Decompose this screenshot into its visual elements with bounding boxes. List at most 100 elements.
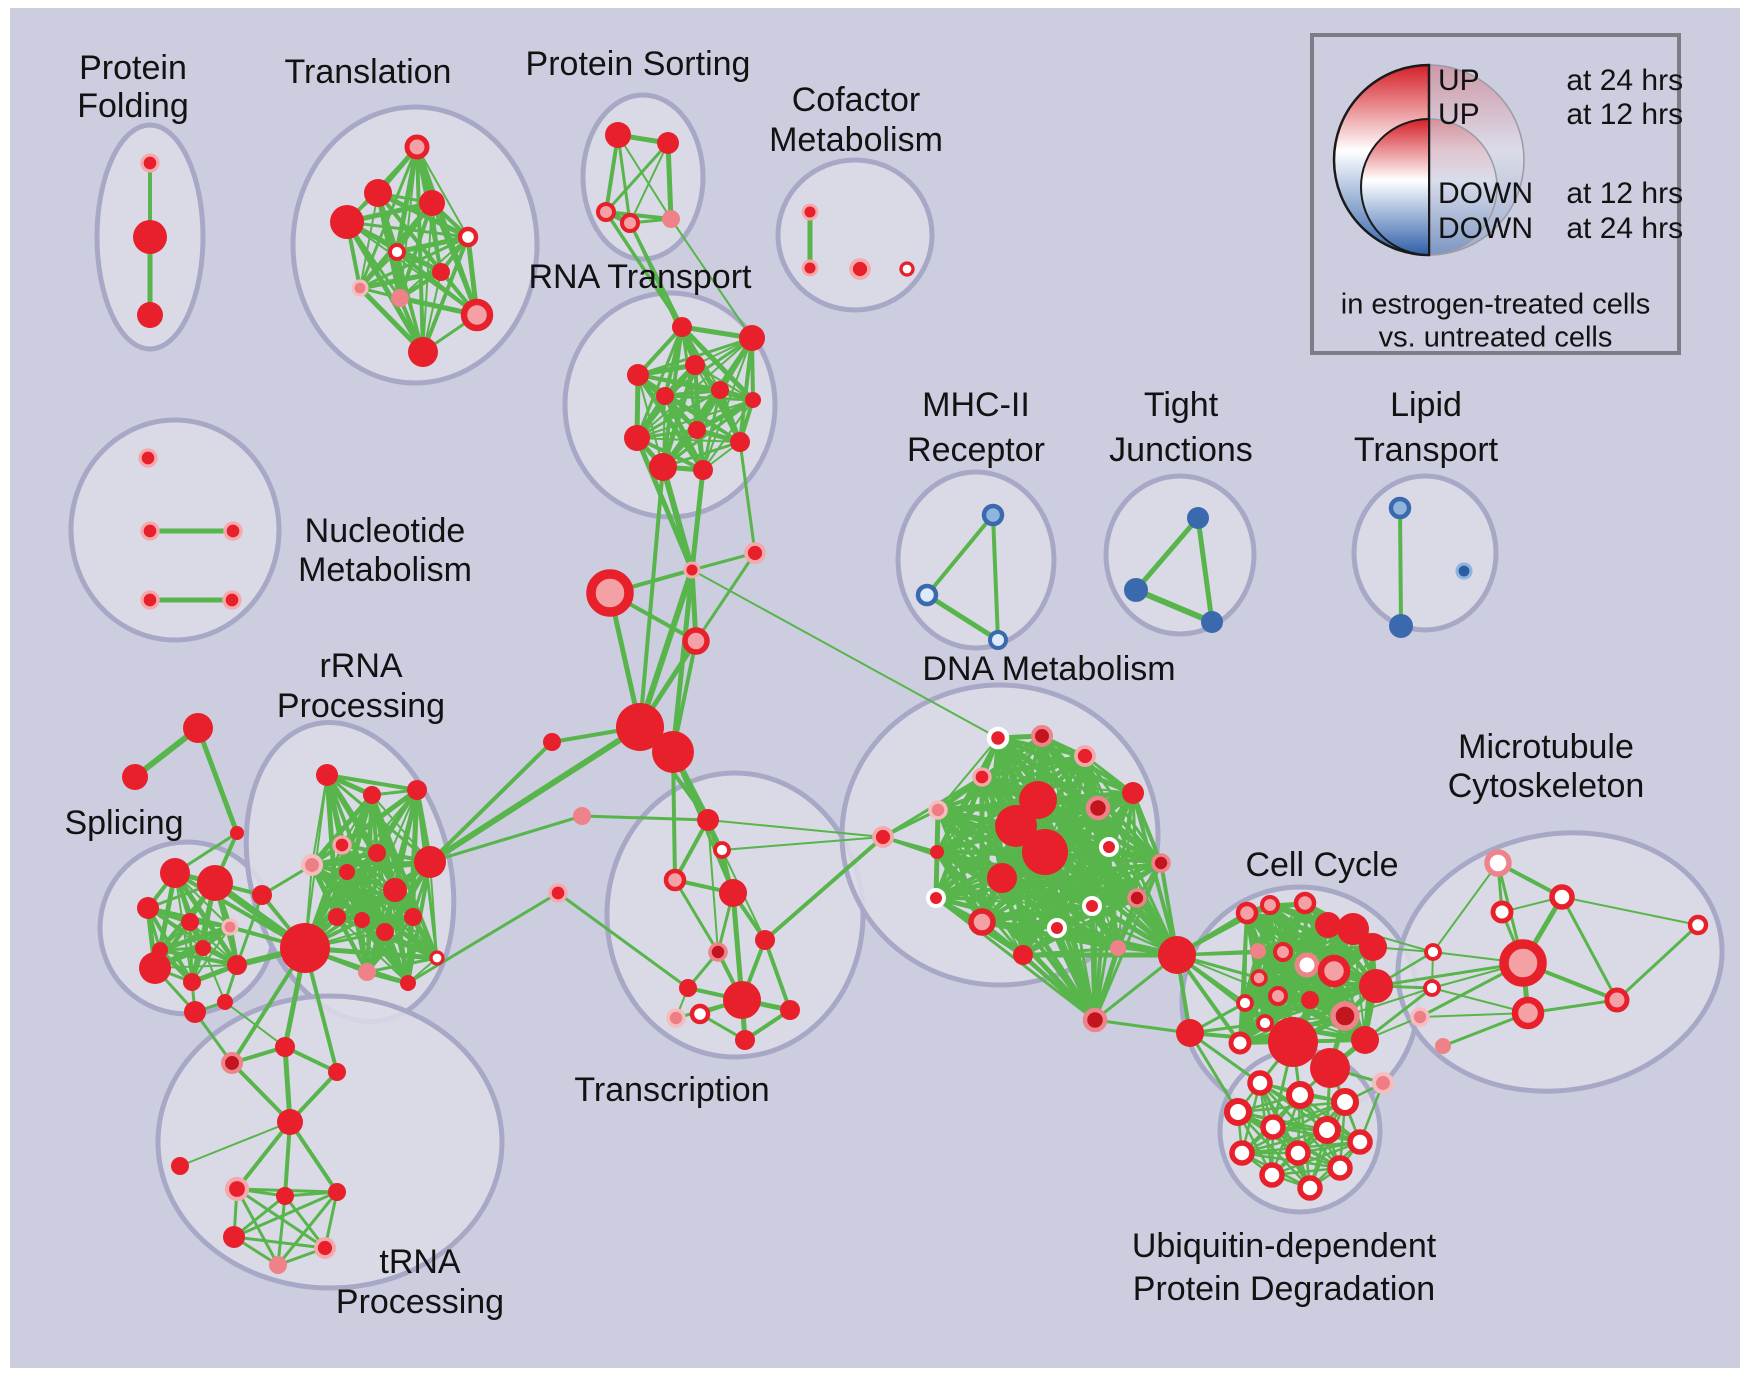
node-TR4	[719, 879, 747, 907]
legend-row-down-24: DOWN at 24 hrs	[1438, 212, 1683, 246]
node-R9	[383, 878, 407, 902]
edge	[157, 924, 233, 953]
node-T11	[408, 337, 438, 367]
node-CC3	[1293, 891, 1317, 915]
edge	[191, 926, 231, 983]
edge	[665, 140, 674, 222]
node-CC17	[1351, 1026, 1379, 1054]
node-S8	[139, 952, 171, 984]
node-R6	[368, 844, 386, 862]
cluster-ellipse-protein-sorting	[580, 92, 706, 262]
edge	[1093, 1018, 1192, 1035]
node-D1	[986, 726, 1010, 750]
cluster-label: rRNA Processing	[277, 647, 445, 725]
node-T8	[351, 279, 369, 297]
edge	[1240, 1128, 1329, 1155]
node-TR5	[755, 930, 775, 950]
node-TJ2	[1124, 578, 1148, 602]
edge	[1096, 806, 1163, 865]
cluster-label: Lipid Transport	[1354, 386, 1499, 469]
node-U2	[1285, 1080, 1315, 1110]
edge	[556, 891, 690, 990]
node-S4	[181, 913, 199, 931]
node-RT2	[739, 325, 765, 351]
node-T7	[432, 263, 450, 281]
node-D3	[1074, 745, 1096, 767]
legend-up-24-label: UP	[1438, 64, 1480, 97]
node-I1	[573, 807, 591, 825]
legend-note-line1: in estrogen-treated cells	[1340, 288, 1651, 321]
node-TB5	[314, 1237, 336, 1259]
node-D4	[972, 767, 992, 787]
node-D2	[1030, 724, 1054, 748]
edge	[979, 903, 1095, 925]
cluster-label: RNA Transport	[529, 258, 753, 296]
edge	[689, 467, 706, 573]
edge	[617, 134, 672, 220]
node-CC11	[1359, 969, 1393, 1003]
node-T6	[388, 243, 406, 261]
node-U12	[1297, 1175, 1323, 1201]
node-R7	[339, 864, 355, 880]
node-CM2	[801, 259, 819, 277]
node-D15	[1151, 853, 1171, 873]
edge	[991, 513, 1000, 642]
node-CC4	[1315, 912, 1341, 938]
node-R2	[363, 786, 381, 804]
edge	[616, 133, 632, 225]
edge	[232, 1235, 327, 1250]
node-ST3	[230, 826, 244, 840]
node-U10	[1327, 1155, 1353, 1181]
node-R12	[376, 923, 394, 941]
edge	[1133, 515, 1201, 593]
node-S9	[183, 973, 201, 991]
node-C4	[586, 569, 634, 617]
node-R10	[328, 908, 346, 926]
edge	[980, 861, 1163, 924]
node-T4	[330, 205, 364, 239]
edge	[1022, 846, 1110, 956]
node-PF1	[140, 153, 160, 173]
node-PS2	[657, 132, 679, 154]
node-TB2	[276, 1187, 294, 1205]
edge	[383, 930, 410, 985]
node-S3	[137, 897, 159, 919]
node-U1	[1247, 1070, 1273, 1096]
node-C2	[744, 542, 766, 564]
node-U8	[1229, 1140, 1255, 1166]
node-S12	[184, 1001, 206, 1023]
edge	[925, 513, 995, 597]
node-S1	[160, 858, 190, 888]
edge	[636, 399, 754, 439]
node-D22	[1013, 945, 1033, 965]
node-U4	[1223, 1097, 1253, 1127]
edge	[580, 814, 710, 822]
node-N4	[140, 590, 160, 610]
edge	[721, 836, 884, 851]
edge	[1089, 903, 1098, 1023]
node-U13	[1371, 1071, 1395, 1095]
node-CC18	[1256, 1014, 1274, 1032]
node-D23	[1158, 936, 1196, 974]
edge	[1374, 961, 1525, 988]
edge	[691, 569, 999, 739]
node-T10	[460, 298, 494, 332]
edge	[635, 325, 684, 440]
legend-up-12-time: at 12 hrs	[1566, 98, 1684, 131]
cluster-label: Protein Sorting	[526, 45, 751, 83]
edge	[707, 819, 884, 838]
edge	[429, 861, 438, 959]
edge	[1432, 862, 1499, 953]
node-D7	[1085, 795, 1111, 821]
node-RT1	[672, 317, 692, 337]
edge	[881, 835, 1004, 880]
edge	[980, 845, 1111, 924]
edge	[738, 440, 757, 555]
cluster-ellipse-microtubule	[1395, 830, 1725, 1094]
edge	[1021, 953, 1097, 1022]
node-CC21	[1310, 1048, 1350, 1088]
node-TR3	[663, 868, 687, 892]
node-U3	[1330, 1087, 1360, 1117]
node-U7	[1347, 1129, 1373, 1155]
